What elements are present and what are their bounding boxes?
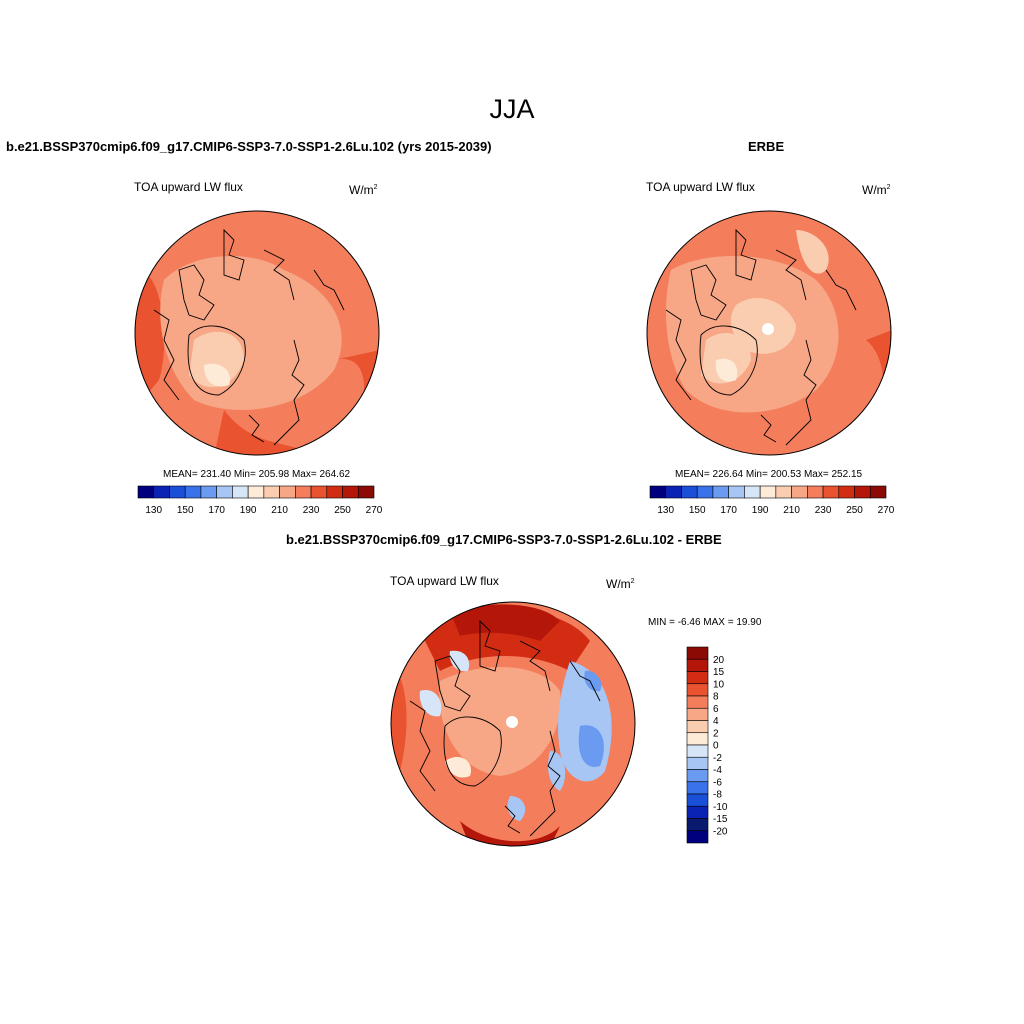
- panel-3-colorbar-swatch-5: [686, 707, 709, 721]
- panel-1-colorbar-tick-label: 150: [177, 505, 194, 516]
- panel-3-colorbar-swatch-1: [686, 658, 709, 672]
- panel-1-colorbar-swatch-13: [342, 485, 359, 499]
- panel-3-colorbar-tick-label: -20: [713, 826, 728, 837]
- panel-1-variable-label: TOA upward LW flux: [134, 180, 243, 194]
- panel-1-colorbar-swatch-1: [153, 485, 170, 499]
- panel-1-colorbar-swatch-10: [295, 485, 312, 499]
- panel-3-colorbar-swatch-6: [686, 720, 709, 734]
- panel-2-polar-map: [646, 210, 892, 456]
- panel-3-colorbar-tick-label: 10: [713, 679, 725, 690]
- panel-1-colorbar-tick-label: 130: [145, 505, 162, 516]
- panel-3-colorbar-tick-label: 15: [713, 667, 725, 678]
- panel-1-colorbar-swatch-3: [184, 485, 202, 499]
- panel-3-colorbar-tick-label: 0: [713, 741, 719, 752]
- panel-2-colorbar-swatch-12: [838, 485, 855, 499]
- panel-3-colorbar-swatch-8: [686, 744, 709, 758]
- panel-2-colorbar-tick-label: 230: [815, 505, 832, 516]
- panel-2-variable-label: TOA upward LW flux: [646, 180, 755, 194]
- panel-1-colorbar-swatch-4: [200, 485, 217, 499]
- panel-2-colorbar-tick-label: 170: [720, 505, 737, 516]
- panel-1-colorbar-tick-label: 170: [208, 505, 225, 516]
- panel-2-colorbar-swatch-9: [791, 485, 808, 499]
- panel-2-colorbar-swatch-6: [744, 485, 761, 499]
- panel-2-colorbar-swatch-11: [822, 485, 840, 499]
- panel-3-colorbar-swatch-14: [686, 818, 709, 832]
- panel-3-colorbar-swatch-7: [686, 732, 709, 746]
- panel-1-colorbar-tick-label: 230: [303, 505, 320, 516]
- panel-1-case-title: b.e21.BSSP370cmip6.f09_g17.CMIP6-SSP3-7.…: [6, 139, 492, 154]
- panel-3-colorbar-tick-label: 2: [713, 728, 719, 739]
- panel-3-case-title: b.e21.BSSP370cmip6.f09_g17.CMIP6-SSP3-7.…: [286, 532, 722, 547]
- panel-3-colorbar-tick-label: -15: [713, 814, 728, 825]
- panel-2-colorbar-swatch-10: [807, 485, 824, 499]
- panel-2-unit-label: W/m2: [862, 183, 891, 197]
- panel-3-colorbar-tick-label: 4: [713, 716, 719, 727]
- panel-3-colorbar-tick-label: -4: [713, 765, 722, 776]
- panel-2-colorbar-swatch-3: [696, 485, 714, 499]
- panel-3-unit-label: W/m2: [606, 577, 635, 591]
- panel-1-colorbar-swatch-14: [357, 485, 375, 499]
- panel-2-colorbar-swatch-8: [775, 485, 792, 499]
- panel-2-colorbar-swatch-0: [649, 485, 667, 499]
- panel-2-colorbar-swatch-1: [665, 485, 682, 499]
- panel-2-colorbar-swatch-4: [712, 485, 729, 499]
- panel-1-colorbar-swatch-6: [232, 485, 249, 499]
- panel-1-colorbar-tick-label: 210: [271, 505, 288, 516]
- panel-3-colorbar-swatch-2: [686, 671, 709, 685]
- panel-1-colorbar-swatch-2: [169, 485, 186, 499]
- panel-2-colorbar-swatch-2: [681, 485, 698, 499]
- panel-1-colorbar-swatch-9: [279, 485, 296, 499]
- panel-3-colorbar-tick-label: 20: [713, 655, 725, 666]
- panel-1-colorbar-swatch-5: [216, 485, 233, 499]
- panel-3-colorbar-swatch-10: [686, 769, 709, 783]
- panel-3-stats: MIN = -6.46 MAX = 19.90: [648, 617, 762, 628]
- panel-1-colorbar-tick-label: 250: [334, 505, 351, 516]
- panel-3-colorbar-tick-label: 8: [713, 692, 719, 703]
- panel-3-variable-label: TOA upward LW flux: [390, 574, 499, 588]
- panel-3-colorbar-tick-label: -10: [713, 802, 728, 813]
- panel-1-colorbar-swatch-0: [137, 485, 155, 499]
- panel-3-colorbar-tick-label: 6: [713, 704, 719, 715]
- panel-2-colorbar-swatch-14: [869, 485, 887, 499]
- panel-2-case-title: ERBE: [748, 139, 785, 154]
- panel-2-colorbar-tick-label: 250: [846, 505, 863, 516]
- panel-3-colorbar-swatch-3: [686, 683, 709, 697]
- panel-3-colorbar-swatch-12: [686, 793, 709, 807]
- panel-1-colorbar-swatch-7: [247, 485, 265, 499]
- panel-1-stats: MEAN= 231.40 Min= 205.98 Max= 264.62: [163, 469, 351, 480]
- panel-1-colorbar-swatch-8: [263, 485, 280, 499]
- panel-2-colorbar-swatch-13: [854, 485, 871, 499]
- panel-1-colorbar-swatch-12: [326, 485, 343, 499]
- panel-3-colorbar-swatch-15: [686, 830, 709, 844]
- panel-2-colorbar-tick-label: 210: [783, 505, 800, 516]
- panel-3-colorbar-swatch-0: [686, 646, 709, 660]
- panel-2-stats: MEAN= 226.64 Min= 200.53 Max= 252.15: [675, 469, 863, 480]
- panel-3-polar-map: [390, 601, 636, 847]
- panel-2-colorbar-swatch-7: [759, 485, 777, 499]
- panel-3-colorbar-swatch-11: [686, 781, 709, 795]
- panel-1-colorbar-tick-label: 270: [366, 505, 383, 516]
- panel-3-colorbar-swatch-13: [686, 805, 709, 819]
- panel-1-unit-label: W/m2: [349, 183, 378, 197]
- panel-3-colorbar-swatch-4: [686, 695, 709, 709]
- panel-2-colorbar: 130 150 170 190 210 230 250 270: [649, 485, 895, 516]
- panel-3-colorbar-swatch-9: [686, 756, 709, 770]
- panel-2-colorbar-swatch-5: [728, 485, 745, 499]
- figure-title: JJA: [489, 94, 535, 124]
- panel-2-colorbar-tick-label: 150: [689, 505, 706, 516]
- panel-2-colorbar-tick-label: 270: [878, 505, 895, 516]
- panel-1-polar-map: [134, 210, 380, 456]
- panel-1-colorbar: 130 150 170 190 210 230 250 270: [137, 485, 383, 516]
- panel-3-colorbar-tick-label: -8: [713, 790, 722, 801]
- panel-1-colorbar-tick-label: 190: [240, 505, 257, 516]
- panel-2-colorbar-tick-label: 130: [657, 505, 674, 516]
- panel-3-colorbar-tick-label: -2: [713, 753, 722, 764]
- panel-1-colorbar-swatch-11: [310, 485, 328, 499]
- panel-3-colorbar-tick-label: -6: [713, 777, 722, 788]
- panel-2-colorbar-tick-label: 190: [752, 505, 769, 516]
